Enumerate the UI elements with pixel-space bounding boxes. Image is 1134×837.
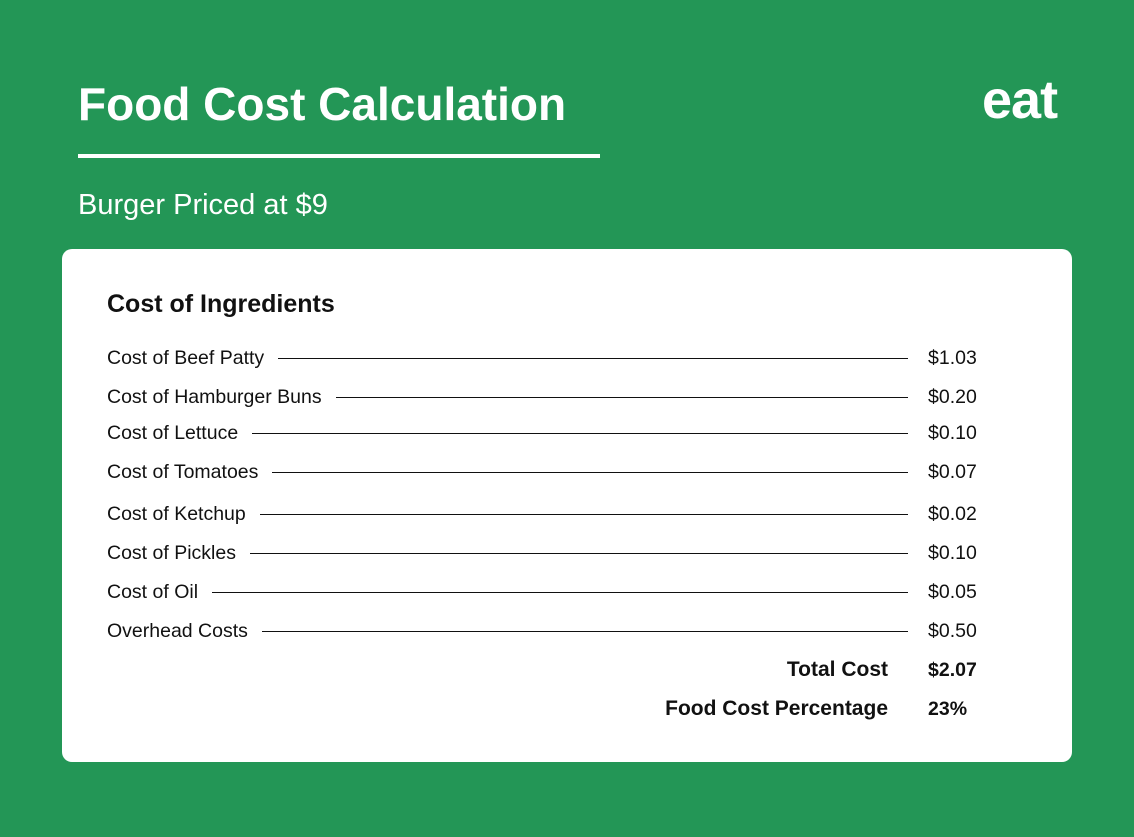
total-cost-value: $2.07	[928, 659, 977, 681]
leader-line	[259, 513, 908, 515]
page-subtitle: Burger Priced at $9	[78, 189, 328, 221]
total-cost-label: Total Cost	[786, 658, 888, 681]
ingredient-row-oil: Cost of Oil $0.05	[107, 579, 1007, 605]
food-cost-percentage-row: Food Cost Percentage 23%	[107, 695, 1007, 723]
ingredient-cost: $0.20	[928, 386, 977, 408]
leader-line	[212, 591, 908, 593]
ingredient-label: Cost of Oil	[107, 581, 199, 603]
ingredient-row-tomatoes: Cost of Tomatoes $0.07	[107, 459, 1007, 485]
ingredient-row-lettuce: Cost of Lettuce $0.10	[107, 420, 1007, 446]
leader-line	[252, 432, 908, 434]
ingredient-label: Cost of Beef Patty	[107, 347, 265, 369]
ingredient-row-ketchup: Cost of Ketchup $0.02	[107, 501, 1007, 527]
leader-line	[261, 630, 908, 632]
ingredient-row-overhead: Overhead Costs $0.50	[107, 618, 1007, 644]
ingredient-row-pickles: Cost of Pickles $0.10	[107, 540, 1007, 566]
ingredient-label: Cost of Ketchup	[107, 503, 246, 525]
food-cost-percentage-label: Food Cost Percentage	[665, 697, 888, 720]
ingredient-cost: $0.10	[928, 542, 977, 564]
ingredient-label: Cost of Lettuce	[107, 422, 239, 444]
card-title: Cost of Ingredients	[107, 290, 335, 318]
ingredient-label: Cost of Hamburger Buns	[107, 386, 322, 408]
ingredient-label: Cost of Tomatoes	[107, 461, 259, 483]
ingredient-label: Overhead Costs	[107, 620, 248, 642]
eat-logo: eat	[982, 70, 1058, 130]
page-title: Food Cost Calculation	[78, 78, 567, 130]
ingredient-label: Cost of Pickles	[107, 542, 236, 564]
ingredient-cost: $0.07	[928, 461, 977, 483]
title-underline	[78, 154, 600, 158]
cost-card: Cost of Ingredients Cost of Beef Patty $…	[62, 249, 1072, 762]
ingredient-cost: $0.02	[928, 503, 977, 525]
leader-line	[335, 396, 908, 398]
leader-line	[278, 357, 908, 359]
ingredient-cost: $1.03	[928, 347, 977, 369]
ingredient-cost: $0.05	[928, 581, 977, 603]
food-cost-percentage-value: 23%	[928, 698, 968, 720]
total-cost-row: Total Cost $2.07	[107, 656, 1007, 684]
leader-line	[249, 552, 908, 554]
leader-line	[272, 471, 908, 473]
ingredient-row-beef-patty: Cost of Beef Patty $1.03	[107, 345, 1007, 371]
ingredient-row-hamburger-buns: Cost of Hamburger Buns $0.20	[107, 384, 1007, 410]
ingredient-cost: $0.10	[928, 422, 977, 444]
ingredient-cost: $0.50	[928, 620, 977, 642]
